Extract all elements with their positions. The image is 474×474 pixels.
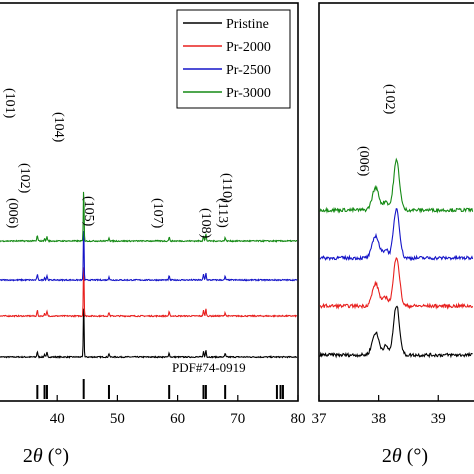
spectrum-pr-2500	[0, 230, 298, 282]
legend-label: Pristine	[226, 17, 269, 32]
x-tick-label: 38	[371, 411, 386, 427]
x-tick-label: 37	[312, 411, 328, 427]
peak-label: (101)	[2, 88, 17, 119]
peak-label: (006)	[5, 198, 20, 229]
reference-label: PDF#74-0919	[172, 360, 246, 375]
right-panel: 37 38 39 2θ (°) (006) (102)	[312, 2, 474, 467]
peak-label: (107)	[150, 198, 165, 229]
x-tick-label: 39	[431, 411, 446, 427]
zoom-spectrum-pristine	[319, 305, 473, 359]
x-axis-title: 2θ (°)	[382, 445, 428, 467]
legend-label: Pr-3000	[226, 86, 271, 101]
zoom-spectrum-pr-3000	[319, 157, 474, 214]
x-tick-label: 50	[110, 411, 125, 427]
legend-label: Pr-2500	[226, 63, 271, 78]
peak-label: (006)	[356, 146, 371, 177]
peak-label: (105)	[81, 196, 96, 227]
spectrum-pristine	[0, 308, 298, 359]
x-tick-label: 40	[50, 411, 65, 427]
x-tick-label: 70	[230, 411, 245, 427]
zoom-spectrum-pr-2500	[319, 208, 474, 262]
zoom-spectrum-pr-2000	[319, 256, 474, 310]
peak-label: (113)	[215, 198, 230, 228]
x-tick-label: 80	[291, 411, 306, 427]
legend-label: Pr-2000	[226, 40, 271, 55]
right-plot-frame	[318, 2, 474, 402]
x-tick-label: 60	[170, 411, 185, 427]
peak-label: (110)	[219, 173, 234, 203]
left-panel: 40 50 60 70 80 2θ (°) PDF#74-0919 (101) (006) (10…	[0, 2, 306, 467]
left-plot-frame	[0, 2, 299, 402]
peak-label: (102)	[382, 84, 397, 115]
peak-label: (104)	[51, 112, 66, 143]
spectrum-pr-2000	[0, 267, 298, 318]
x-axis-title: 2θ (°)	[23, 445, 69, 467]
spectrum-pr-3000	[0, 191, 297, 243]
peak-label: (102)	[17, 163, 32, 194]
peak-label: (108)	[198, 208, 213, 239]
